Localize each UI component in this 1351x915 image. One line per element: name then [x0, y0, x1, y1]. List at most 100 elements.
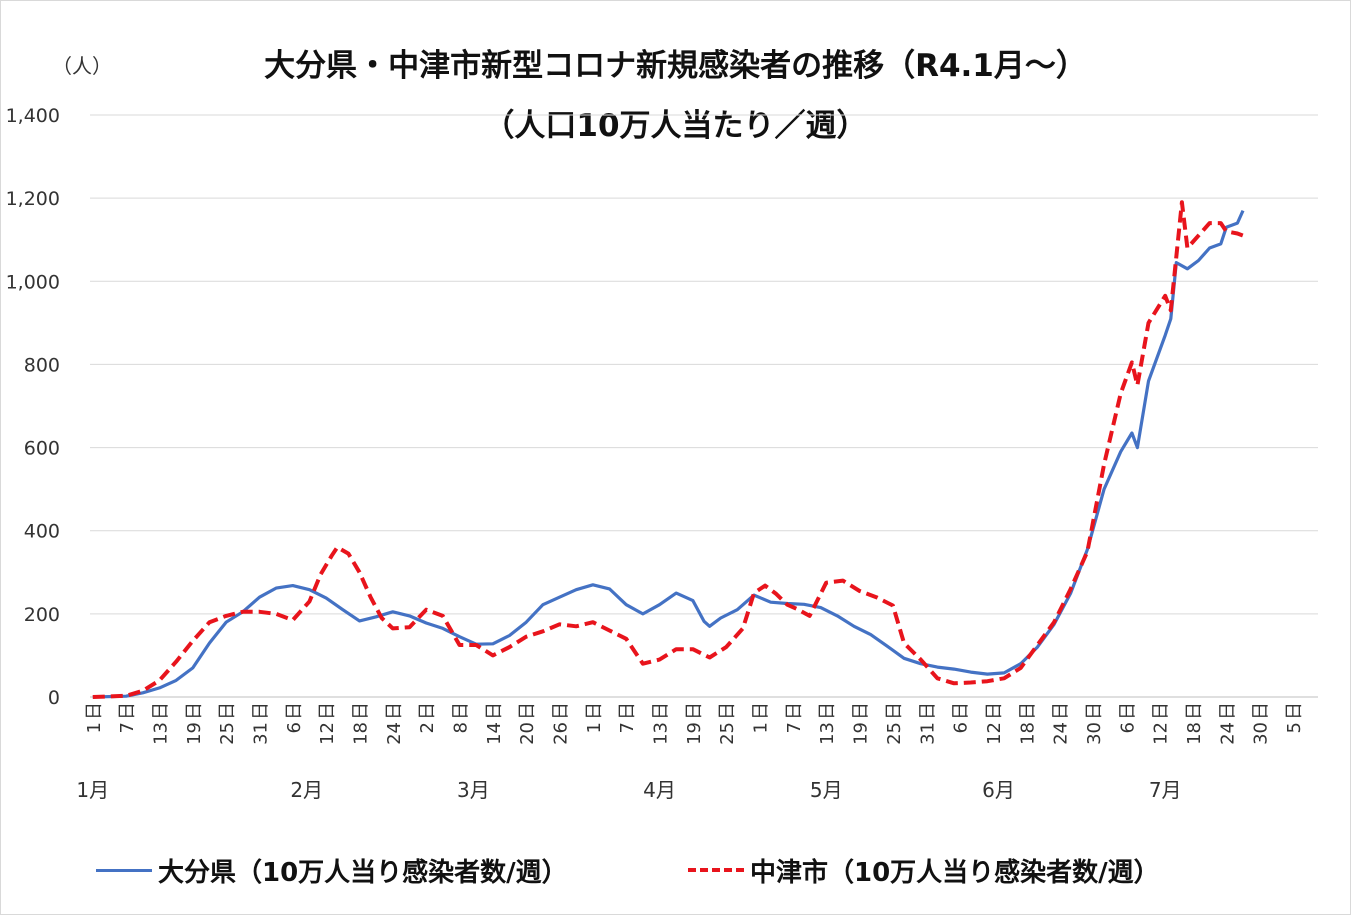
x-tick-day: 24	[1051, 722, 1072, 745]
x-tick-day: 12	[1151, 722, 1172, 745]
legend: 大分県（10万人当り感染者数/週） 中津市（10万人当り感染者数/週）	[0, 850, 1351, 890]
x-tick-day-suffix: 日	[1084, 702, 1105, 720]
x-tick-day: 8	[451, 722, 472, 733]
x-tick-label: 18 日	[1017, 702, 1038, 745]
x-tick-day-suffix: 日	[1284, 702, 1305, 720]
x-tick-day-suffix: 日	[1117, 702, 1138, 720]
x-tick-label: 14 日	[484, 702, 505, 745]
x-tick-day-suffix: 日	[417, 702, 438, 720]
x-tick-day: 18	[1184, 722, 1205, 745]
month-labels: 1月 2月 3月 4月 5月 6月 7月	[76, 778, 1181, 802]
grid-lines	[90, 114, 1318, 698]
x-tick-day-suffix: 日	[884, 702, 905, 720]
x-tick-label: 12 日	[984, 702, 1005, 745]
x-tick-day-suffix: 日	[517, 702, 538, 720]
x-tick-label: 6日	[951, 702, 972, 733]
x-tick-label: 20 日	[517, 702, 538, 745]
chart-title-line1: 大分県・中津市新型コロナ新規感染者の推移（R4.1月～）	[264, 48, 1087, 84]
x-tick-day: 19	[851, 722, 872, 745]
y-tick-label: 600	[24, 438, 60, 460]
x-tick-day-suffix: 日	[551, 702, 572, 720]
x-tick-day: 19	[684, 722, 705, 745]
y-tick-labels: 0 200 400 600 800 1,000 1,200 1,400	[6, 105, 60, 709]
x-tick-day: 20	[517, 722, 538, 745]
month-label: 3月	[457, 778, 490, 802]
x-tick-label: 13 日	[150, 702, 171, 745]
series-line-nakatsu	[92, 200, 1244, 699]
y-tick-label: 0	[48, 687, 60, 709]
x-tick-label: 7日	[617, 702, 638, 733]
x-tick-label: 24 日	[1217, 702, 1238, 745]
x-tick-label: 13 日	[651, 702, 672, 745]
x-tick-label: 25 日	[217, 702, 238, 745]
x-tick-day-suffix: 日	[217, 702, 238, 720]
x-tick-day: 25	[717, 722, 738, 745]
x-tick-day: 25	[884, 722, 905, 745]
x-tick-day: 5	[1284, 722, 1305, 733]
y-tick-label: 800	[24, 354, 60, 376]
x-tick-day-suffix: 日	[317, 702, 338, 720]
x-tick-label: 7日	[784, 702, 805, 733]
x-tick-day: 6	[1117, 722, 1138, 733]
x-tick-day-suffix: 日	[1151, 702, 1172, 720]
legend-item-nakatsu: 中津市（10万人当り感染者数/週）	[688, 850, 1160, 890]
legend-label-oita: 大分県（10万人当り感染者数/週）	[158, 857, 568, 888]
x-tick-day-suffix: 日	[284, 702, 305, 720]
x-tick-day: 12	[984, 722, 1005, 745]
x-tick-day-suffix: 日	[617, 702, 638, 720]
x-tick-day-suffix: 日	[1251, 702, 1272, 720]
x-tick-day-suffix: 日	[751, 702, 772, 720]
x-tick-labels: 1日7日13日19日25日31日6日12日18日24日2日8日14日20日26日…	[84, 702, 1305, 745]
x-tick-label: 13 日	[817, 702, 838, 745]
x-tick-day: 6	[951, 722, 972, 733]
x-tick-label: 6日	[284, 702, 305, 733]
x-tick-day: 31	[917, 722, 938, 745]
x-tick-label: 26 日	[551, 702, 572, 745]
chart-title-line2: （人口10万人当たり／週）	[483, 108, 868, 144]
x-tick-label: 25 日	[717, 702, 738, 745]
x-tick-day-suffix: 日	[984, 702, 1005, 720]
x-tick-label: 24 日	[1051, 702, 1072, 745]
x-tick-label: 1日	[84, 702, 105, 733]
x-tick-day-suffix: 日	[84, 702, 105, 720]
x-tick-label: 25 日	[884, 702, 905, 745]
legend-swatch-oita	[96, 868, 152, 872]
y-axis-unit: （人）	[52, 54, 112, 78]
x-tick-label: 7日	[117, 702, 138, 733]
y-tick-label: 200	[24, 604, 60, 626]
x-tick-day-suffix: 日	[1017, 702, 1038, 720]
x-tick-day-suffix: 日	[250, 702, 271, 720]
x-tick-day-suffix: 日	[717, 702, 738, 720]
x-tick-label: 12 日	[1151, 702, 1172, 745]
month-label: 5月	[810, 778, 843, 802]
x-tick-day: 1	[84, 722, 105, 733]
series-line-oita	[92, 209, 1245, 699]
x-tick-day: 13	[150, 722, 171, 745]
x-tick-day: 7	[784, 722, 805, 733]
x-tick-day: 7	[117, 722, 138, 733]
x-tick-label: 1日	[584, 702, 605, 733]
series-lines	[92, 200, 1245, 699]
x-tick-day: 13	[651, 722, 672, 745]
x-tick-day-suffix: 日	[384, 702, 405, 720]
x-tick-day: 14	[484, 722, 505, 745]
legend-item-oita: 大分県（10万人当り感染者数/週）	[96, 850, 568, 890]
x-tick-day-suffix: 日	[184, 702, 205, 720]
x-tick-label: 18 日	[1184, 702, 1205, 745]
x-tick-label: 8日	[451, 702, 472, 733]
x-tick-day: 1	[584, 722, 605, 733]
legend-label-nakatsu: 中津市（10万人当り感染者数/週）	[750, 857, 1160, 888]
x-tick-day: 7	[617, 722, 638, 733]
x-tick-day: 6	[284, 722, 305, 733]
x-tick-day-suffix: 日	[584, 702, 605, 720]
x-tick-day: 31	[250, 722, 271, 745]
x-tick-day-suffix: 日	[851, 702, 872, 720]
x-tick-day-suffix: 日	[484, 702, 505, 720]
x-tick-day: 18	[350, 722, 371, 745]
y-tick-label: 1,000	[6, 271, 60, 293]
x-tick-day: 25	[217, 722, 238, 745]
x-tick-label: 5日	[1284, 702, 1305, 733]
x-tick-day: 13	[817, 722, 838, 745]
x-tick-day: 24	[1217, 722, 1238, 745]
x-tick-day: 30	[1084, 722, 1105, 745]
